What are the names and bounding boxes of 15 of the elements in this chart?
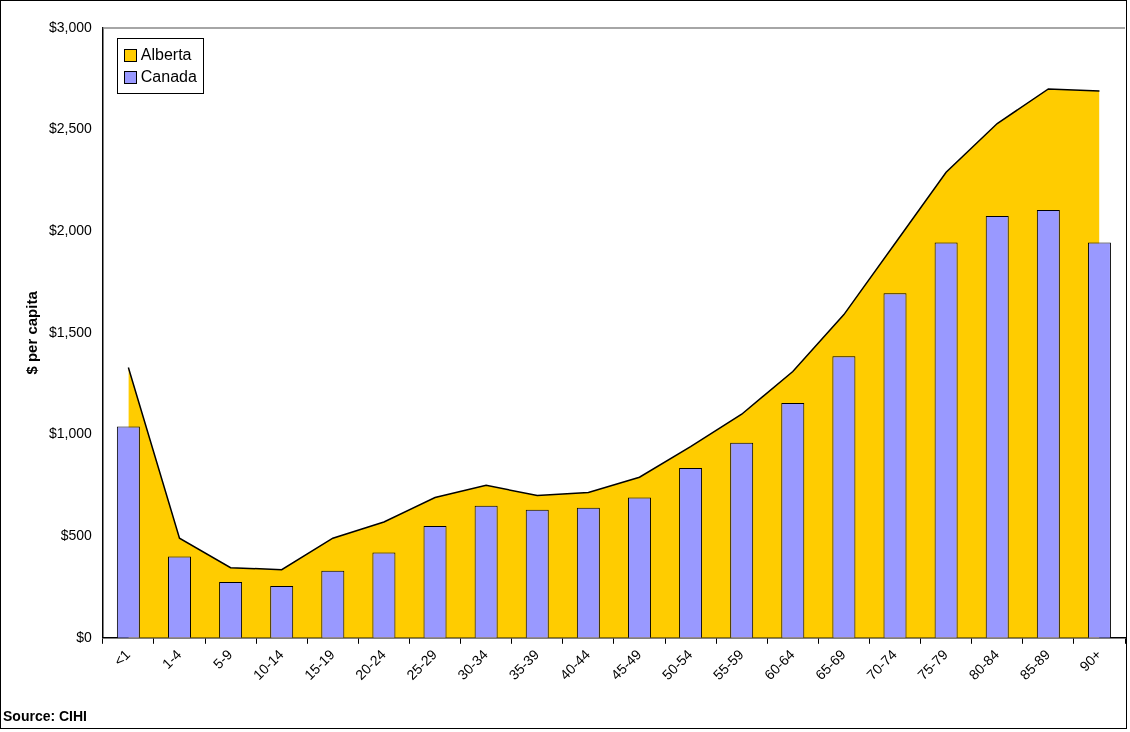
legend-label: Canada (139, 68, 197, 86)
y-tick-label: $0 (76, 628, 93, 645)
x-tick-label: 90+ (1076, 646, 1105, 675)
y-tick-label: $1,500 (48, 323, 93, 340)
y-tick-label: $3,000 (48, 18, 93, 35)
x-tick-label: <1 (110, 646, 134, 669)
x-tick-label: 1-4 (158, 646, 185, 672)
source-note: Source: CIHI (3, 708, 88, 724)
y-axis-title: $ per capita (23, 290, 41, 375)
y-tick-label: $500 (60, 527, 93, 544)
x-tick-label: 5-9 (209, 646, 236, 672)
y-tick-label: $1,000 (48, 425, 93, 442)
y-tick-label: $2,000 (48, 222, 93, 239)
y-tick-label: $2,500 (48, 120, 93, 137)
legend-label: Alberta (139, 46, 193, 64)
